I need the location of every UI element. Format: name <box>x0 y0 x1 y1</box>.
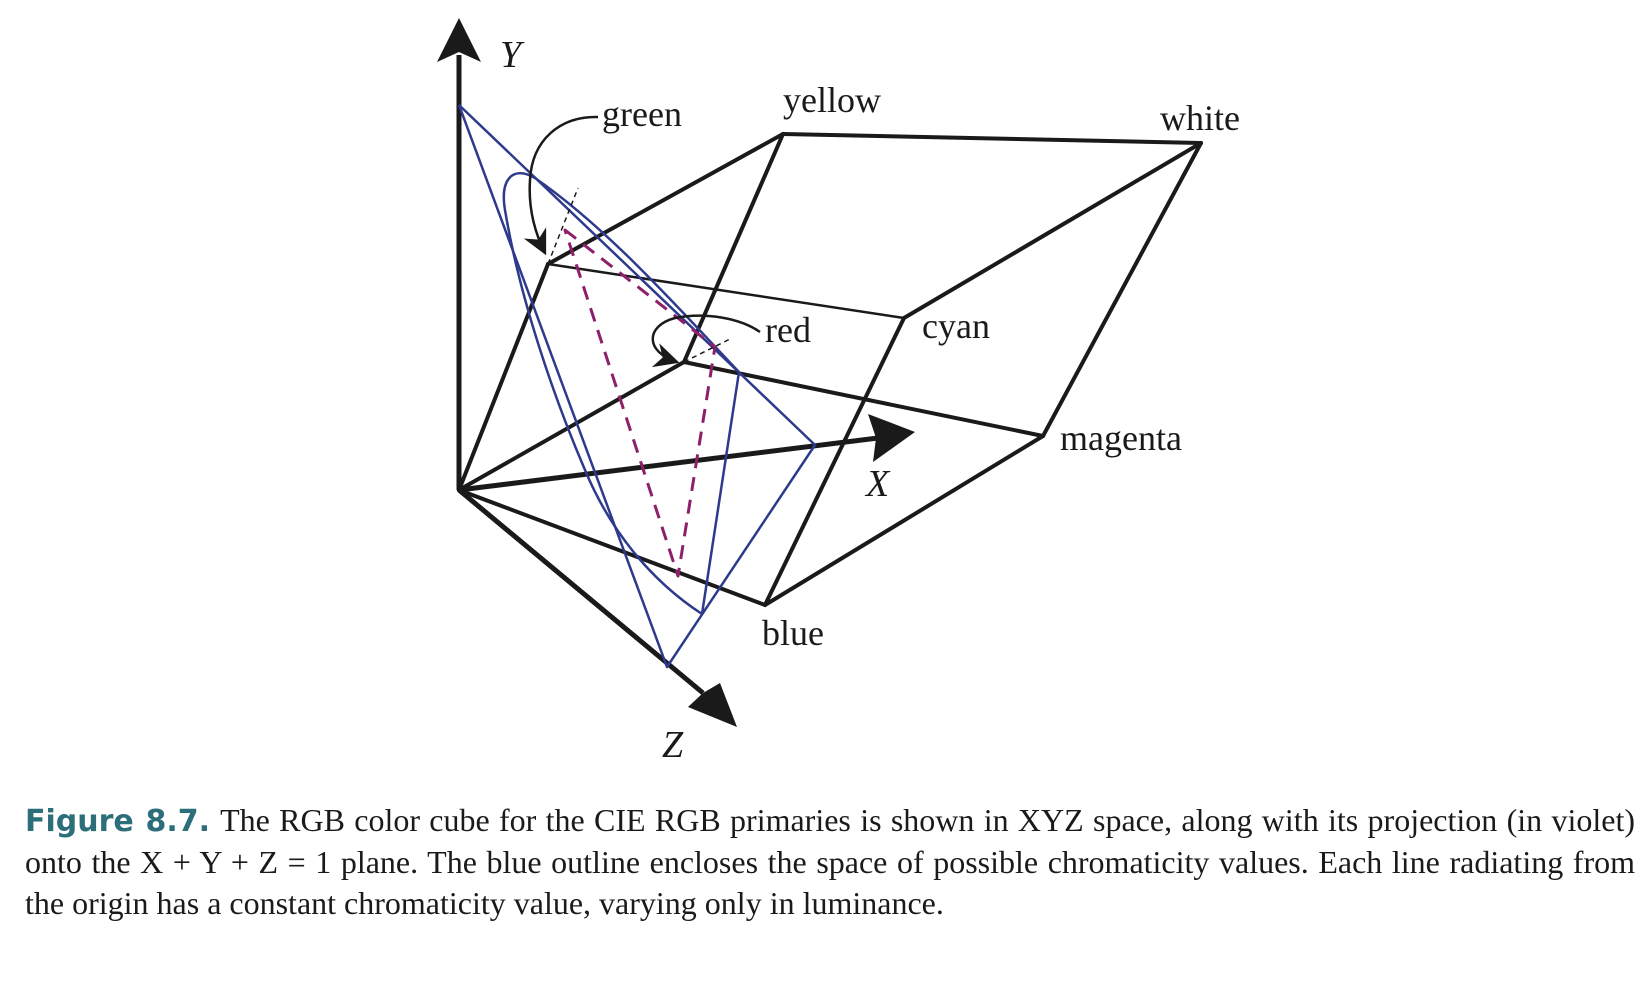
x-axis-label: X <box>864 463 891 505</box>
edge-red-yellow <box>682 132 785 364</box>
edge-cyan-white <box>902 141 1203 320</box>
figure-caption: Figure 8.7. The RGB color cube for the CI… <box>25 800 1635 924</box>
chromaticity-outline <box>457 104 817 669</box>
edge-origin-green <box>457 262 550 492</box>
white-label: white <box>1160 98 1240 138</box>
y-axis-arrowhead <box>437 18 481 62</box>
green-label: green <box>602 94 682 134</box>
edge-origin-red <box>457 360 686 492</box>
rgb-cube <box>457 132 1203 607</box>
red-callout-arrow <box>651 314 761 368</box>
figure-number: Figure 8.7. <box>25 804 211 839</box>
cyan-label: cyan <box>922 306 990 346</box>
green-projection-guide <box>547 187 579 265</box>
magenta-label: magenta <box>1060 418 1182 458</box>
edge-green-cyan <box>546 262 906 320</box>
xyz-plane-triangle <box>457 104 817 669</box>
rgb-cube-diagram: Y X Z green yellow white red cyan magent… <box>437 18 1240 766</box>
spectral-locus-curve <box>502 172 741 616</box>
z-axis-line <box>457 488 705 695</box>
x-axis-line <box>458 435 879 493</box>
edge-blue-cyan <box>763 316 906 607</box>
edge-blue-magenta <box>763 434 1045 607</box>
z-axis-label: Z <box>662 724 684 766</box>
edge-origin-blue <box>457 488 767 607</box>
edge-magenta-white <box>1041 141 1203 438</box>
blue-label: blue <box>762 613 824 653</box>
x-axis-arrowhead <box>868 414 915 462</box>
rgb-projection-triangle <box>563 228 717 578</box>
guide-lines <box>547 187 733 363</box>
caption-text: The RGB color cube for the CIE RGB prima… <box>25 802 1635 921</box>
y-axis-label: Y <box>500 34 525 76</box>
green-callout-arrow <box>523 115 599 256</box>
edge-green-yellow <box>546 132 785 266</box>
yellow-label: yellow <box>783 80 881 120</box>
red-label: red <box>765 310 811 350</box>
axes <box>456 55 879 695</box>
edge-yellow-white <box>781 132 1203 145</box>
z-axis-arrowhead <box>688 683 737 727</box>
